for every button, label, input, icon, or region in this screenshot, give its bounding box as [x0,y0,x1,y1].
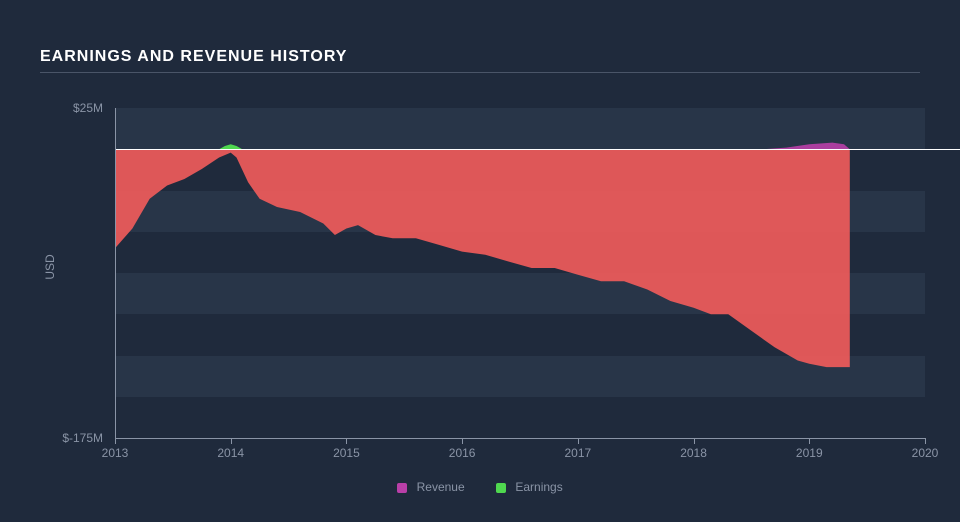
legend-swatch-revenue [397,483,407,493]
x-label: 2014 [217,446,244,460]
y-axis [115,108,116,438]
x-label: 2013 [102,446,129,460]
y-label-bottom: $-175M [62,431,103,445]
x-tick [231,438,232,444]
x-label: 2019 [796,446,823,460]
legend-label-earnings: Earnings [515,480,562,494]
chart-title: EARNINGS AND REVENUE HISTORY [40,48,347,66]
legend-swatch-earnings [496,483,506,493]
x-label: 2016 [449,446,476,460]
title-underline [40,72,920,73]
legend-item-earnings: Earnings [496,480,563,494]
x-tick [115,438,116,444]
x-tick [925,438,926,444]
y-label-top: $25M [73,101,103,115]
legend: Revenue Earnings [0,480,960,494]
legend-label-revenue: Revenue [417,480,465,494]
x-label: 2017 [564,446,591,460]
x-label: 2018 [680,446,707,460]
chart-svg [115,108,925,438]
chart-area: $25M$-175M201320142015201620172018201920… [115,108,925,438]
x-tick [809,438,810,444]
loss-area [115,149,850,367]
x-axis [115,438,925,439]
x-tick [578,438,579,444]
x-tick [346,438,347,444]
zero-line [115,149,960,150]
x-tick [462,438,463,444]
legend-item-revenue: Revenue [397,480,464,494]
x-label: 2020 [912,446,939,460]
x-tick [694,438,695,444]
x-label: 2015 [333,446,360,460]
y-axis-title: USD [43,254,57,279]
